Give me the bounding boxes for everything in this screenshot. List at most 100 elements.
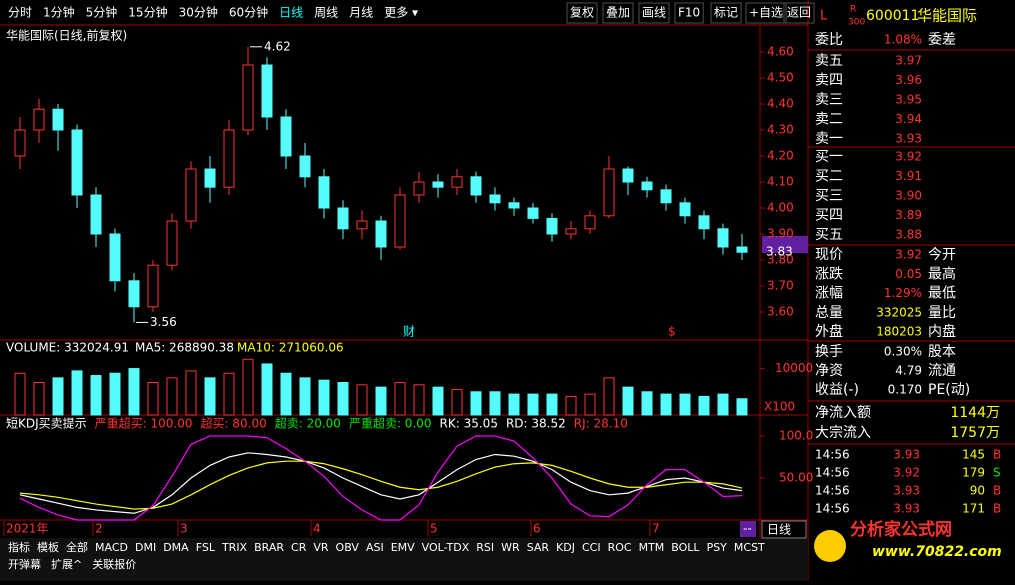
volume-bar — [679, 393, 691, 416]
period-tab[interactable]: 30分钟 — [179, 5, 218, 20]
y-tick-label: 10000 — [775, 361, 813, 375]
candle-body — [280, 116, 292, 157]
toolbar-button[interactable]: 复权 — [570, 6, 594, 20]
flow-value: 1757万 — [950, 425, 1000, 441]
period-tab[interactable]: 分时 — [8, 6, 32, 20]
toolbar-button[interactable]: +自选 — [749, 6, 783, 20]
tab[interactable]: ROC — [608, 541, 632, 554]
market-r: R — [850, 5, 856, 15]
date-label: 3 — [180, 522, 188, 536]
tab[interactable]: DMI — [135, 541, 156, 554]
period-tab[interactable]: 日线 — [279, 6, 303, 20]
tab[interactable]: RSI — [476, 541, 494, 554]
toolbar-button[interactable]: 返回 — [787, 6, 811, 20]
button-border[interactable] — [602, 2, 634, 24]
stat-label: 涨跌 — [815, 266, 843, 282]
tab[interactable]: 全部 — [66, 540, 88, 554]
y-tick-label: 3.70 — [767, 279, 794, 293]
button-border[interactable] — [566, 2, 598, 24]
tab[interactable]: WR — [501, 541, 520, 554]
event-marker: 财 — [403, 325, 415, 339]
button-border[interactable] — [783, 2, 815, 24]
toolbar-button[interactable]: 标记 — [714, 6, 738, 20]
flow-label: 净流入额 — [815, 405, 871, 421]
button-border[interactable] — [674, 2, 704, 24]
period-tab[interactable]: 60分钟 — [229, 5, 268, 20]
tab[interactable]: BRAR — [254, 541, 284, 554]
candle-body — [413, 181, 425, 196]
y-tick-label: 100.0 — [779, 429, 813, 443]
volume-bar — [71, 370, 83, 416]
date-label: 2 — [95, 522, 103, 536]
period-tab[interactable]: 月线 — [349, 6, 373, 20]
period-tab[interactable]: 1分钟 — [43, 5, 75, 20]
tab[interactable]: OBV — [336, 541, 360, 554]
volume-bar — [736, 398, 748, 416]
flow-label: 大宗流入 — [815, 425, 871, 441]
volume-bar — [622, 386, 634, 416]
tab[interactable]: MTM — [639, 541, 665, 554]
y-tick-label: 4.20 — [767, 149, 794, 163]
volume-bar — [603, 377, 615, 416]
trade-side: B — [993, 502, 1001, 516]
tab[interactable]: SAR — [527, 541, 550, 554]
volume-bar — [109, 372, 121, 416]
volume-header: MA5: 268890.38 — [135, 341, 234, 355]
stat-value: 180203 — [876, 325, 922, 339]
button-border[interactable] — [745, 2, 787, 24]
stat-label: 净资 — [815, 363, 843, 379]
volume-bar — [508, 393, 520, 416]
tab[interactable]: KDJ — [556, 541, 575, 554]
book-price: 3.89 — [895, 208, 922, 222]
tab[interactable]: BOLL — [671, 541, 700, 554]
period-tab[interactable]: 更多 ▾ — [384, 6, 418, 20]
tab[interactable]: TRIX — [221, 541, 248, 554]
period-tab[interactable]: 15分钟 — [128, 5, 167, 20]
tab[interactable]: ASI — [366, 541, 384, 554]
row-value: 1.08% — [884, 33, 922, 47]
tab[interactable]: MACD — [95, 541, 128, 554]
tab[interactable]: EMV — [391, 541, 415, 554]
toolbar-button[interactable]: 叠加 — [606, 6, 630, 20]
candle-body — [14, 129, 26, 157]
y-tick-label: 4.10 — [767, 175, 794, 189]
tab[interactable]: VOL-TDX — [422, 541, 470, 554]
candle-body — [451, 176, 463, 188]
tab[interactable]: CCI — [582, 541, 601, 554]
volume-bar — [356, 384, 368, 416]
tab[interactable]: 关联报价 — [92, 557, 136, 571]
volume-bar — [166, 377, 178, 416]
tab[interactable]: MCST — [734, 541, 765, 554]
period-tab[interactable]: 5分钟 — [86, 5, 118, 20]
chart-title: 华能国际(日线,前复权) — [6, 28, 127, 43]
toolbar-button[interactable]: F10 — [678, 6, 700, 20]
period-box[interactable] — [761, 520, 807, 539]
toolbar-button[interactable]: 画线 — [642, 6, 666, 20]
high-label: 4.62 — [264, 39, 291, 53]
candle-body — [337, 207, 349, 230]
y-tick-label: 4.30 — [767, 123, 794, 137]
button-border[interactable] — [638, 2, 670, 24]
tab[interactable]: 指标 — [8, 540, 30, 554]
tab[interactable]: 开弹幕 — [8, 557, 41, 571]
tab[interactable]: PSY — [707, 541, 728, 554]
y-tick-label: 4.40 — [767, 97, 794, 111]
trade-side: S — [993, 466, 1001, 480]
button-border[interactable] — [710, 2, 742, 24]
candle-body — [717, 228, 729, 248]
date-label: 5 — [430, 522, 438, 536]
tab[interactable]: CR — [291, 541, 307, 554]
volume-bar — [204, 377, 216, 416]
tab[interactable]: FSL — [196, 541, 216, 554]
book-label: 买四 — [815, 208, 843, 224]
volume-bar — [489, 391, 501, 416]
volume-bar — [641, 391, 653, 416]
candle-body — [261, 64, 273, 118]
tab[interactable]: VR — [313, 541, 329, 554]
tab[interactable]: DMA — [163, 541, 189, 554]
tab[interactable]: 模板 — [37, 540, 59, 554]
period-tab[interactable]: 周线 — [314, 6, 338, 20]
tab[interactable]: 扩展^ — [51, 557, 82, 571]
book-price: 3.91 — [895, 169, 922, 183]
